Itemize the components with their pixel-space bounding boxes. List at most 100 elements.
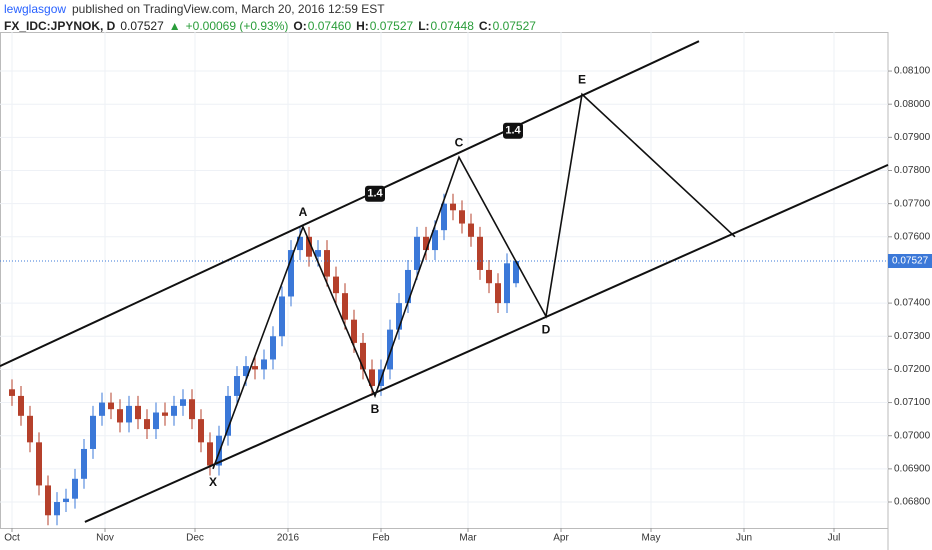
- candle-body: [27, 415, 33, 443]
- pattern-label: A: [299, 205, 308, 219]
- annotation-text: 1.4: [367, 188, 383, 200]
- candle-body: [432, 230, 438, 251]
- y-tick-label: 0.07400: [894, 298, 931, 309]
- candle-body: [135, 405, 141, 420]
- candle-body: [207, 442, 213, 466]
- y-tick-label: 0.07900: [894, 132, 931, 143]
- candle-body: [36, 442, 42, 486]
- candle-body: [297, 236, 303, 251]
- author: lewglasgow: [4, 2, 66, 16]
- header-field: 0.07527: [493, 19, 537, 33]
- candle-body: [342, 293, 348, 320]
- y-tick-label: 0.07200: [894, 364, 931, 375]
- candle-body: [162, 412, 168, 416]
- candle-body: [54, 502, 60, 516]
- candle-body: [153, 412, 159, 430]
- candle-body: [486, 269, 492, 284]
- pattern-label: X: [209, 475, 217, 489]
- x-tick-label: Jun: [736, 533, 752, 544]
- candle-body: [306, 236, 312, 257]
- x-tick-label: Feb: [372, 533, 390, 544]
- candle-body: [351, 319, 357, 343]
- candle-body: [243, 366, 249, 377]
- candle-body: [333, 276, 339, 294]
- last-price-box: [888, 254, 932, 269]
- y-tick-label: 0.06800: [894, 497, 931, 508]
- candle-body: [369, 369, 375, 386]
- pattern-label: E: [578, 72, 586, 86]
- candle-body: [72, 478, 78, 499]
- candle-body: [144, 419, 150, 430]
- x-tick-label: Nov: [96, 533, 114, 544]
- published: published on TradingView.com, March 20, …: [72, 2, 385, 16]
- header-field: ▲: [169, 19, 181, 33]
- y-tick-label: 0.07100: [894, 397, 931, 408]
- candle-body: [225, 395, 231, 436]
- x-tick-label: Oct: [4, 533, 20, 544]
- candle-body: [198, 419, 204, 443]
- candle-body: [396, 303, 402, 330]
- header-field: 0.07460: [308, 19, 352, 33]
- candle-body: [180, 399, 186, 406]
- symbol-line: FX_IDC:JPYNOK, D 0.07527 ▲ +0.00069 (+0.93%…: [4, 19, 536, 33]
- channel-line: [84, 163, 889, 523]
- candle-body: [45, 485, 51, 516]
- header-field: FX_IDC:JPYNOK, D: [4, 19, 116, 33]
- candle-body: [360, 342, 366, 370]
- candle-body: [288, 250, 294, 297]
- candle-body: [9, 389, 15, 396]
- x-tick-label: Apr: [553, 533, 569, 544]
- candle-body: [261, 359, 267, 370]
- y-tick-label: 0.08000: [894, 99, 931, 110]
- x-tick-label: 2016: [277, 533, 300, 544]
- y-tick-label: 0.06900: [894, 463, 931, 474]
- y-tick-label: 0.07800: [894, 165, 931, 176]
- candle-body: [459, 210, 465, 224]
- y-tick-label: 0.08100: [894, 66, 931, 77]
- candle-body: [477, 236, 483, 270]
- pattern-label: C: [455, 135, 464, 149]
- candle-body: [513, 261, 519, 284]
- candle-body: [63, 498, 69, 503]
- candle-body: [18, 395, 24, 416]
- header-field: +0.00069 (+0.93%): [186, 19, 289, 33]
- last-price-label: 0.07527: [892, 256, 929, 267]
- y-tick-label: 0.07700: [894, 198, 931, 209]
- header-field: C:: [479, 19, 492, 33]
- header-field: O:: [293, 19, 306, 33]
- candle-body: [423, 236, 429, 251]
- candle-body: [324, 250, 330, 277]
- candle-body: [405, 269, 411, 304]
- candle-body: [450, 203, 456, 211]
- header-field: H:: [356, 19, 369, 33]
- x-tick-label: Dec: [186, 533, 204, 544]
- x-tick-label: Jul: [828, 533, 841, 544]
- candle-body: [414, 236, 420, 270]
- candle-body: [90, 415, 96, 449]
- candle-body: [441, 203, 447, 231]
- candle-body: [126, 405, 132, 423]
- candle-body: [504, 263, 510, 304]
- candle-body: [99, 402, 105, 416]
- header-field: 0.07527: [120, 19, 164, 33]
- candle-body: [81, 448, 87, 479]
- candle-body: [495, 283, 501, 304]
- pattern-label: D: [542, 323, 551, 337]
- pattern-label: B: [371, 402, 380, 416]
- annotation-text: 1.4: [505, 125, 521, 137]
- header-field: 0.07527: [370, 19, 414, 33]
- candle-body: [189, 399, 195, 420]
- y-tick-label: 0.07600: [894, 231, 931, 242]
- candle-body: [252, 366, 258, 370]
- candle-body: [171, 405, 177, 416]
- candle-body: [234, 376, 240, 396]
- candle-body: [468, 223, 474, 237]
- x-tick-label: May: [642, 533, 661, 544]
- candle-body: [270, 336, 276, 360]
- candle-body: [315, 250, 321, 257]
- x-tick-label: Mar: [459, 533, 477, 544]
- candle-body: [117, 409, 123, 423]
- y-tick-label: 0.07300: [894, 331, 931, 342]
